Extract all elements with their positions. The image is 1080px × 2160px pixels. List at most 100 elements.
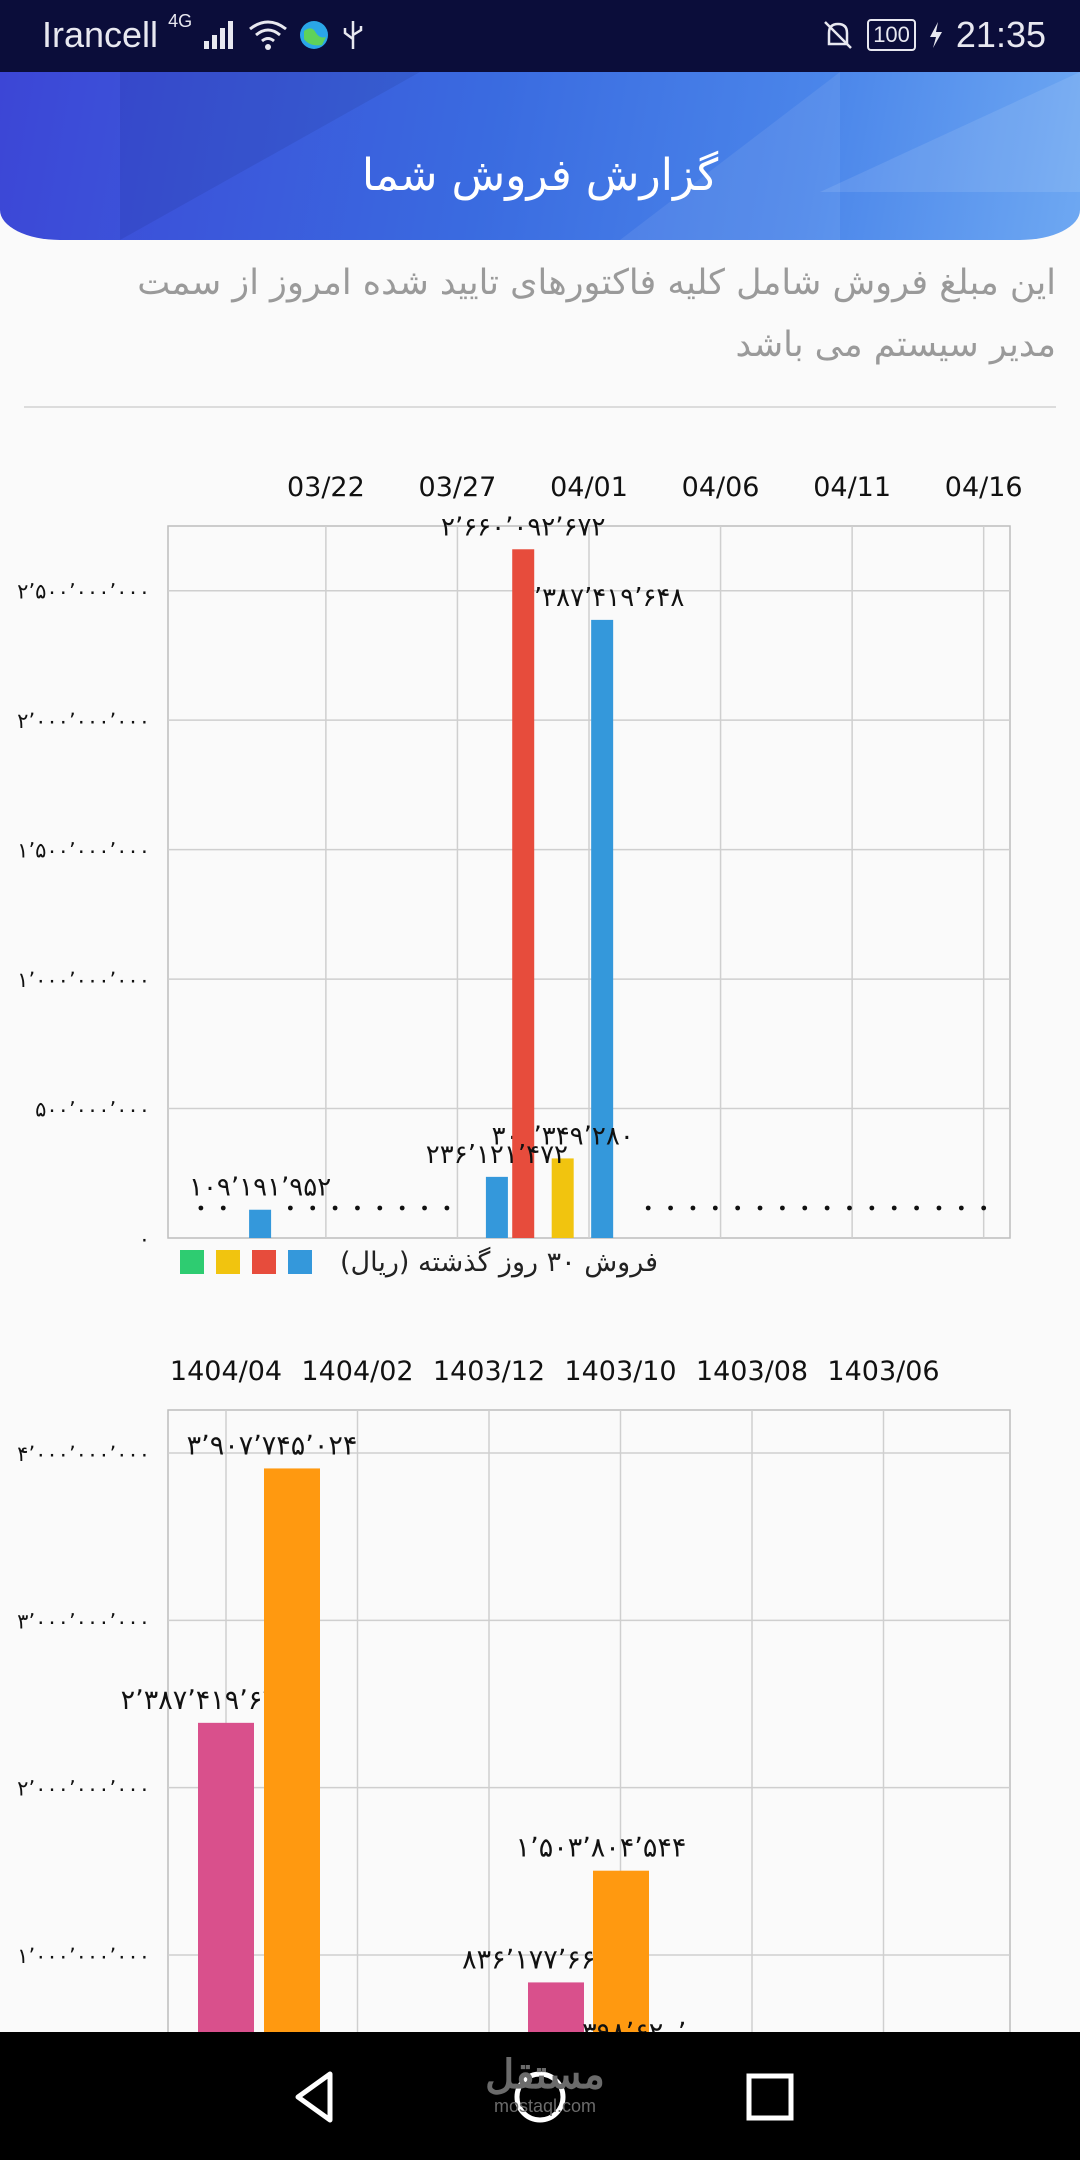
status-bar: Irancell 4G 100 21:35 <box>0 0 1080 72</box>
x-tick-label: 04/01 <box>550 472 628 503</box>
divider <box>24 406 1056 408</box>
bar <box>512 549 535 1238</box>
x-tick-label: 04/11 <box>813 472 891 503</box>
bar-value-label: ۱٬۵۰۳٬۸۰۴٬۵۴۴ <box>516 1833 687 1864</box>
bar-value-label: ۸۳۶٬۱۷۷٬۶۶۴ <box>462 1944 610 1975</box>
usb-icon <box>343 21 363 49</box>
bar-value-label: ۱۰۹٬۱۹۱٬۹۵۲ <box>189 1173 331 1203</box>
x-tick-label: 1403/08 <box>696 1356 808 1387</box>
zero-value-marker <box>958 1205 964 1211</box>
zero-value-marker <box>891 1205 897 1211</box>
notifications-off-icon <box>824 21 853 49</box>
x-tick-label: 03/22 <box>287 472 365 503</box>
clock: 21:35 <box>955 14 1046 55</box>
zero-value-marker <box>287 1205 293 1211</box>
x-tick-label: 03/27 <box>419 472 497 503</box>
zero-value-marker <box>332 1205 338 1211</box>
legend-swatch <box>288 1250 312 1274</box>
zero-value-marker <box>198 1205 204 1211</box>
zero-value-marker <box>981 1205 987 1211</box>
x-tick-label: 04/06 <box>682 472 760 503</box>
zero-value-marker <box>422 1205 427 1211</box>
report-description: این مبلغ فروش شامل کلیه فاکتورهای تایید … <box>137 263 1056 365</box>
bar-value-label: ۲٬۳۸۷٬۴۱۹٬۶۴۸ <box>520 583 684 613</box>
x-tick-label: 1404/02 <box>301 1356 413 1387</box>
daily-sales-chart-svg: 04/16 04/11 04/06 04/01 03/27 03/22 ۰ ۵۰۰٬۰۰۰٬۰… <box>17 472 1023 1250</box>
zero-value-marker <box>847 1205 852 1211</box>
bar <box>198 1722 254 2032</box>
x-tick-label: 04/16 <box>945 472 1023 503</box>
bar-value-label: ۲٬۶۶۰٬۰۹۲٬۶۷۲ <box>441 512 605 542</box>
x-tick-label: 1403/06 <box>827 1356 939 1387</box>
y-tick-label: ۲٬۰۰۰٬۰۰۰٬۰۰۰ <box>17 709 150 733</box>
y-tick-label: ۰ <box>139 1227 150 1250</box>
page-title: گزارش فروش شما <box>361 150 719 201</box>
app-header: گزارش فروش شما <box>0 72 1080 240</box>
zero-value-marker <box>779 1205 785 1211</box>
bar <box>591 619 614 1238</box>
header-decoration <box>820 72 1080 192</box>
zero-value-marker <box>735 1205 741 1211</box>
wifi-icon <box>249 20 287 50</box>
plot-frame <box>167 1409 1011 2032</box>
bar <box>528 1982 584 2032</box>
zero-value-marker <box>914 1205 919 1211</box>
zero-value-marker <box>824 1205 830 1211</box>
y-tick-label: ۱٬۰۰۰٬۰۰۰٬۰۰۰ <box>17 968 150 992</box>
zero-value-marker <box>936 1205 942 1211</box>
carrier-name: Irancell <box>42 14 159 55</box>
monthly-sales-chart-svg: 1404/04 1404/02 1403/12 1403/10 1403/08 1403/… <box>17 1356 1011 2032</box>
watermark-domain: mostaql.com <box>493 2096 597 2116</box>
globe-app-icon <box>300 21 329 49</box>
zero-value-marker <box>869 1205 875 1211</box>
status-right: 100 21:35 <box>821 14 1046 56</box>
zero-value-marker <box>399 1205 405 1211</box>
zero-value-marker <box>645 1205 651 1211</box>
chart-legend: فروش ۳۰ روز گذشته (ریال) <box>180 1244 658 1280</box>
bar <box>593 1870 649 2032</box>
zero-value-marker <box>802 1205 808 1211</box>
bar <box>551 1158 574 1238</box>
zero-value-marker <box>690 1205 696 1211</box>
zero-value-marker <box>668 1205 673 1211</box>
zero-value-marker <box>757 1205 763 1211</box>
zero-value-marker <box>310 1205 316 1211</box>
bar <box>264 1468 320 2032</box>
y-tick-label: ۲٬۵۰۰٬۰۰۰٬۰۰۰ <box>17 580 150 604</box>
bar <box>249 1209 272 1238</box>
daily-sales-chart: 04/16 04/11 04/06 04/01 03/27 03/22 ۰ ۵۰۰٬۰۰۰٬۰… <box>0 460 1080 1250</box>
y-tick-label: ۳٬۰۰۰٬۰۰۰٬۰۰۰ <box>17 1609 150 1633</box>
header-decoration <box>120 72 420 240</box>
zero-value-marker <box>444 1205 450 1211</box>
x-tick-label: 1403/10 <box>564 1356 676 1387</box>
legend-label: فروش ۳۰ روز گذشته (ریال) <box>340 1246 659 1278</box>
battery-level: 100 <box>867 19 916 51</box>
bar-value-label: ۲٬۳۸۷٬۴۱۹٬۶۴۸ <box>121 1685 292 1716</box>
zero-value-marker <box>220 1205 226 1211</box>
y-tick-label: ۵۰۰٬۰۰۰٬۰۰۰ <box>35 1098 150 1122</box>
legend-swatch <box>252 1250 276 1274</box>
zero-value-marker <box>355 1205 360 1211</box>
network-type: 4G <box>168 10 193 31</box>
zero-value-marker <box>712 1205 718 1211</box>
navigation-bar <box>0 2032 1080 2160</box>
x-tick-label: 1403/12 <box>433 1356 545 1387</box>
home-button[interactable] <box>505 2062 575 2132</box>
status-left: Irancell 4G <box>42 10 366 56</box>
y-tick-label: ۲٬۰۰۰٬۰۰۰٬۰۰۰ <box>17 1777 150 1801</box>
bar <box>485 1176 508 1238</box>
bar-value-label: ۳۹۸٬۶۲۰٬۰۰۰ <box>582 2018 730 2032</box>
recents-button[interactable] <box>735 2062 805 2132</box>
back-button[interactable] <box>280 2062 350 2132</box>
watermark-brand: مستقل <box>485 2053 605 2097</box>
legend-swatch <box>180 1250 204 1274</box>
y-tick-label: ۴٬۰۰۰٬۰۰۰٬۰۰۰ <box>17 1442 150 1466</box>
y-tick-label: ۱٬۵۰۰٬۰۰۰٬۰۰۰ <box>17 839 150 863</box>
bar-value-label: ۳٬۹۰۷٬۷۴۵٬۰۲۴ <box>187 1430 358 1461</box>
signal-icon <box>204 21 234 49</box>
bar-value-label: ۲۳۶٬۱۲۱٬۴۷۲ <box>426 1140 568 1170</box>
x-tick-label: 1404/04 <box>170 1356 282 1387</box>
monthly-sales-chart: 1404/04 1404/02 1403/12 1403/10 1403/08 1403/… <box>0 1340 1080 2032</box>
header-decoration <box>620 72 840 240</box>
zero-value-marker <box>377 1205 383 1211</box>
